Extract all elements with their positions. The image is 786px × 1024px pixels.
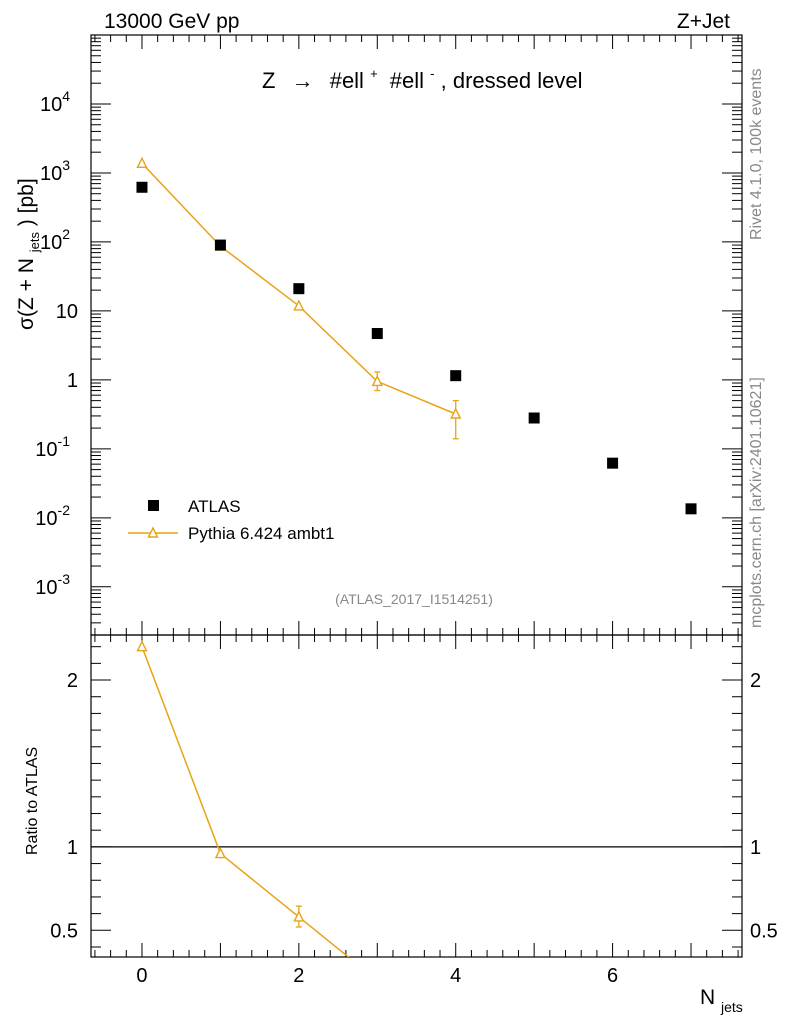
atlas-point [450,370,462,382]
ratio-series [136,640,350,957]
y-tick-label: 102 [40,226,70,254]
y-tick-label: 10-3 [35,571,70,599]
pythia-point [136,156,148,168]
x-label-sub: jets [720,999,743,1015]
rivet-label: Rivet 4.1.0, 100k events [748,68,765,240]
axis-ticks: 0 2 4 6 10-3 10-2 10-1 1 10 102 103 104 0.5 0.5 1 1 2 2 [35,35,778,987]
y-tick-label: 10 [56,301,78,323]
ratio-y-label: Ratio to ATLAS [24,747,41,855]
ratio-frame [90,634,743,958]
atlas-point [685,503,697,515]
title-ell2: #ell [390,68,424,93]
ratio-y-tick-label: 1 [67,837,78,859]
x-tick-label: 6 [607,965,618,987]
atlas-point [528,412,540,424]
mcplots-label: mcplots.cern.ch [arXiv:2401.10621] [748,377,765,628]
ratio-y-tick-label-right: 2 [750,670,761,692]
legend-pythia-marker [147,526,159,538]
atlas-point [293,283,305,295]
x-tick-label: 2 [293,965,304,987]
y-label-post: ) [pb] [15,178,38,226]
pythia-point [450,407,462,419]
x-tick-label: 0 [136,965,147,987]
header-right: Z+Jet [677,10,730,33]
title-ell1: #ell [330,68,364,93]
x-tick-label: 4 [450,965,461,987]
title-minus: - [430,66,434,81]
title-arrow: → [292,68,314,93]
ratio-y-tick-label-right: 0.5 [750,920,778,942]
ratio-point [293,910,305,922]
legend: ATLAS Pythia 6.424 ambt1 [128,497,334,543]
legend-atlas-label: ATLAS [188,497,241,516]
y-tick-label: 10-2 [35,502,70,530]
plot-title: Z → #ell + #ell - , dressed level [262,58,583,93]
y-axis-label: σ(Z + N jets ) [pb] [15,178,44,330]
y-tick-label: 10-1 [35,433,70,461]
y-tick-label: 104 [40,88,70,116]
pythia-point [293,299,305,311]
atlas-point [136,181,148,193]
y-tick-label: 103 [40,157,70,185]
header-left: 13000 GeV pp [104,10,239,33]
y-label-pre: σ(Z + N [15,258,38,330]
y-label-sub: jets [27,232,42,254]
main-frame [90,34,743,636]
x-label-main: N [700,986,715,1009]
ratio-point [136,640,148,652]
atlas-point [214,239,226,251]
atlas-point [371,328,383,340]
x-axis-label: N jets [700,986,743,1015]
analysis-id: (ATLAS_2017_I1514251) [335,591,493,607]
legend-atlas-marker [148,500,159,511]
title-z: Z [262,68,275,93]
data-marks [91,156,742,957]
y-tick-label: 1 [67,370,78,392]
ratio-y-tick-label: 2 [67,670,78,692]
ratio-y-tick-label-right: 1 [750,837,761,859]
atlas-point [607,457,619,469]
title-tail: , dressed level [441,68,583,93]
title-plus: + [370,66,378,81]
ratio-point [214,846,227,859]
ratio-y-tick-label: 0.5 [50,920,78,942]
legend-pythia-label: Pythia 6.424 ambt1 [188,524,334,543]
pythia-point [371,374,383,387]
ratio-line [141,646,350,957]
